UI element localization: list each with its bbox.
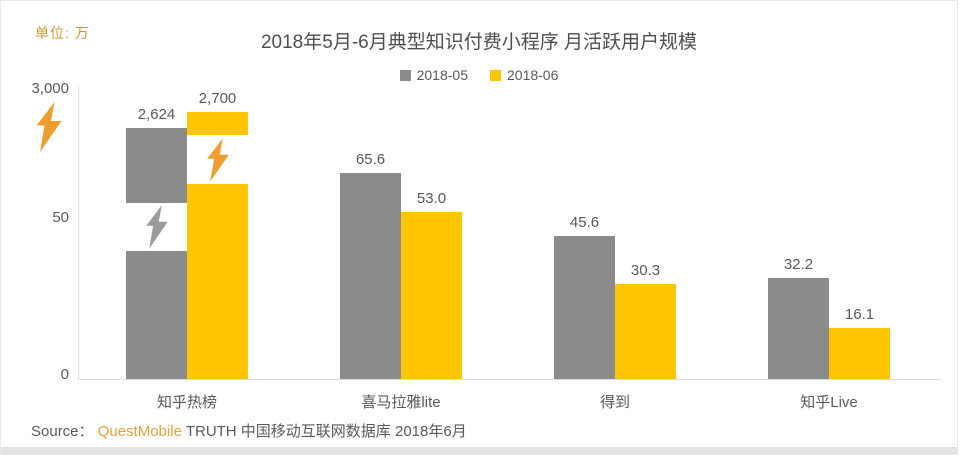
bar-2018-05-喜马拉雅lite (340, 173, 401, 379)
lightning-bolt-icon (145, 205, 168, 249)
value-label: 30.3 (630, 262, 661, 279)
value-label: 16.1 (844, 306, 875, 323)
bar-lower-segment (187, 184, 248, 379)
bar-2018-05-知乎Live (768, 278, 829, 379)
source-line: Source： QuestMobile TRUTH 中国移动互联网数据库 201… (31, 420, 467, 441)
bar-2018-05-知乎热榜 (126, 128, 187, 379)
y-tick-3000: 3,000 (31, 80, 69, 97)
legend-swatch-icon (490, 69, 501, 81)
y-tick-50: 50 (52, 209, 69, 226)
value-label: 32.2 (783, 256, 814, 273)
source-brand: QuestMobile (97, 423, 182, 440)
unit-label: 单位: 万 (35, 25, 90, 41)
category-label-喜马拉雅lite: 喜马拉雅lite (361, 394, 441, 411)
y-tick-0: 0 (60, 366, 69, 383)
category-label-得到: 得到 (599, 394, 630, 411)
source-prefix: Source： (31, 423, 94, 440)
x-axis-line (78, 379, 941, 380)
legend-label: 2018-06 (507, 67, 559, 83)
bar-2018-06-知乎Live (829, 328, 890, 379)
lightning-bolt-icon (36, 102, 62, 152)
value-label: 53.0 (416, 190, 447, 207)
value-label: 65.6 (355, 151, 386, 168)
bar-upper-segment (126, 128, 187, 203)
bar-2018-06-喜马拉雅lite (401, 212, 462, 379)
legend-item-2018-05: 2018-05 (399, 67, 468, 83)
value-label: 2,624 (137, 106, 176, 123)
bar-lower-segment (126, 251, 187, 379)
bar-break-gap (187, 135, 248, 184)
bar-2018-06-知乎热榜 (187, 112, 248, 379)
legend-item-2018-06: 2018-06 (490, 67, 558, 83)
value-label: 45.6 (569, 214, 600, 231)
axis-break-bolt-icon (34, 100, 64, 154)
chart-title: 2018年5月-6月典型知识付费小程序 月活跃用户规模 (260, 32, 697, 53)
bar-upper-segment (187, 112, 248, 135)
lightning-bolt-icon (206, 137, 229, 182)
bar-2018-06-得到 (615, 284, 676, 379)
category-label-知乎Live: 知乎Live (800, 394, 858, 411)
legend-label: 2018-05 (416, 67, 468, 83)
source-rest: TRUTH 中国移动互联网数据库 2018年6月 (181, 423, 467, 440)
bar-2018-05-得到 (554, 236, 615, 379)
value-label: 2,700 (198, 90, 237, 107)
bar-break-gap (126, 203, 187, 251)
legend-swatch-icon (399, 69, 411, 81)
legend: 2018-05 2018-06 (1, 67, 957, 83)
y-axis-line (78, 87, 79, 379)
bottom-border-band (1, 447, 957, 454)
category-label-知乎热榜: 知乎热榜 (156, 394, 217, 411)
